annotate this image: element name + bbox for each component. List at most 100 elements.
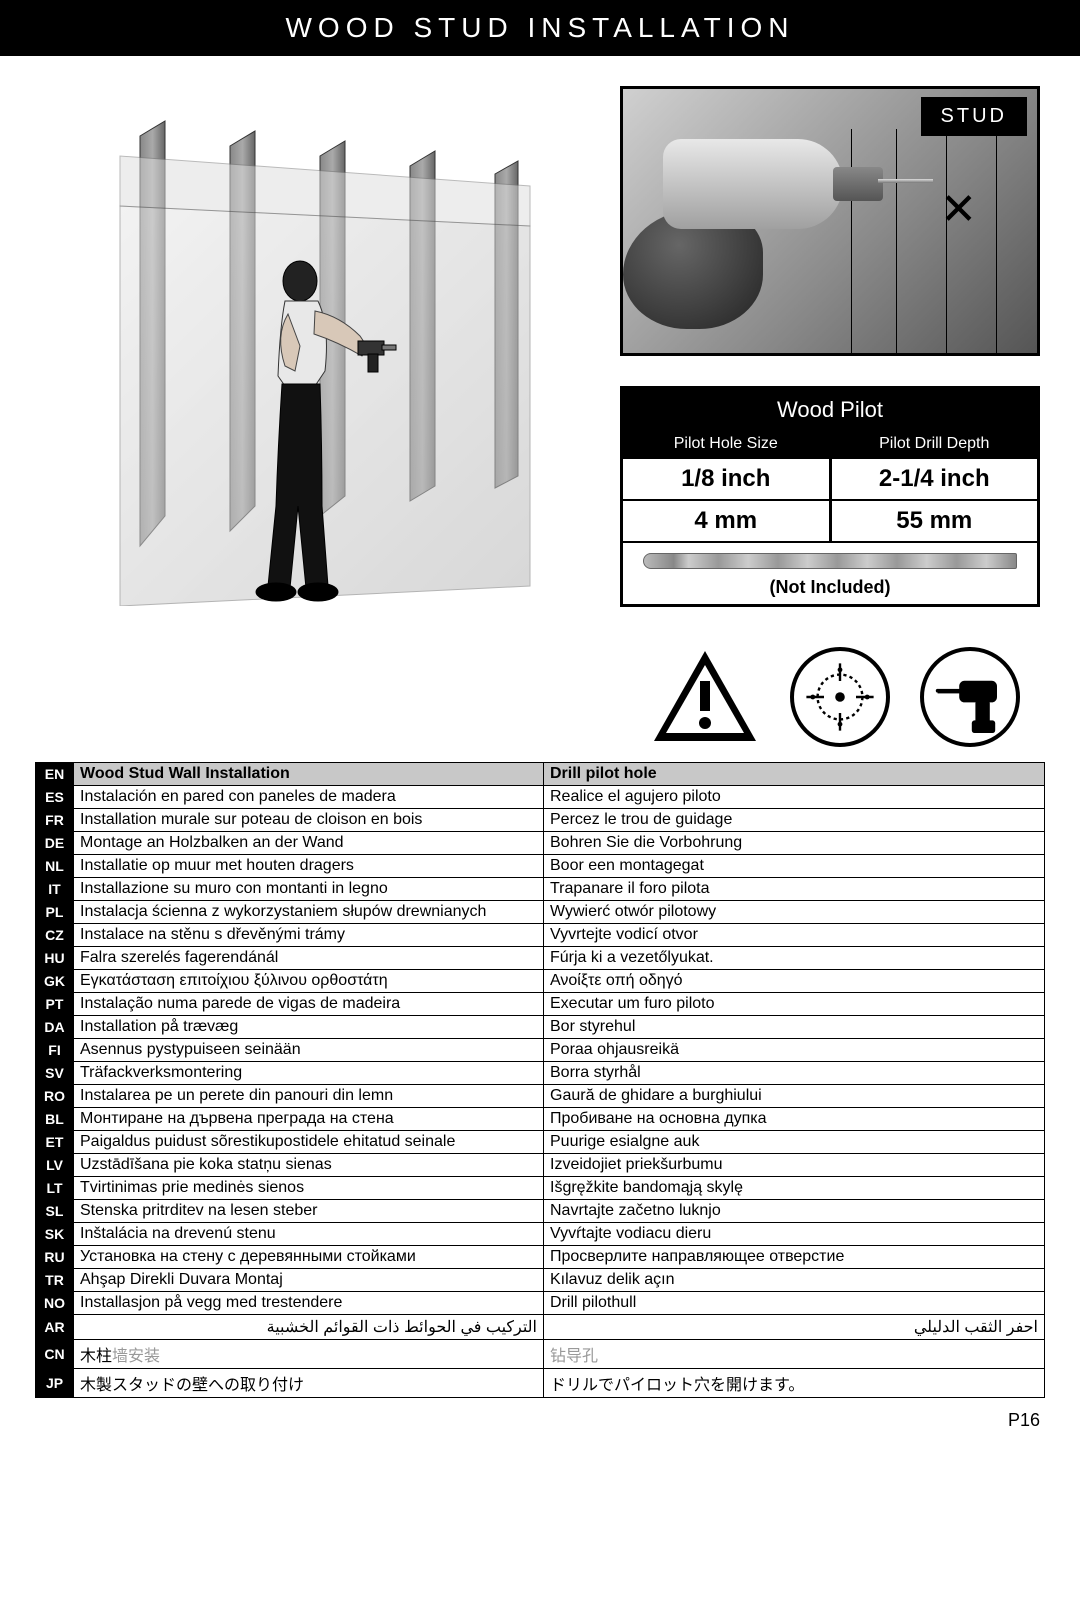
lang-install-text: Tvirtinimas prie medinės sienos xyxy=(74,1177,544,1200)
lang-code: ET xyxy=(36,1131,74,1154)
lang-install-text: Installasjon på vegg med trestendere xyxy=(74,1292,544,1315)
pilot-size-mm: 4 mm xyxy=(623,499,832,541)
lang-code: GK xyxy=(36,970,74,993)
x-mark-icon: ✕ xyxy=(940,184,977,235)
page-title-bar: WOOD STUD INSTALLATION xyxy=(0,0,1080,56)
lang-row-PL: PLInstalacja ścienna z wykorzystaniem sł… xyxy=(36,901,1045,924)
lang-drill-text: Wywierć otwór pilotowy xyxy=(544,901,1045,924)
lang-drill-text: Trapanare il foro pilota xyxy=(544,878,1045,901)
lang-row-BL: BLМонтиране на дървена преграда на стена… xyxy=(36,1108,1045,1131)
lang-row-ET: ETPaigaldus puidust sõrestikupostidele e… xyxy=(36,1131,1045,1154)
lang-drill-text: ドリルでパイロット穴を開けます。 xyxy=(544,1369,1045,1398)
lang-code: PL xyxy=(36,901,74,924)
not-included-label: (Not Included) xyxy=(643,577,1017,598)
lang-install-text: 木製スタッドの壁への取り付け xyxy=(74,1369,544,1398)
drill-illustration xyxy=(620,119,863,319)
lang-code: LT xyxy=(36,1177,74,1200)
stud-lines xyxy=(837,89,1037,353)
lang-drill-text: Bor styrehul xyxy=(544,1016,1045,1039)
lang-row-CN: CN木柱墙安装钻导孔 xyxy=(36,1340,1045,1369)
lang-row-NL: NLInstallatie op muur met houten dragers… xyxy=(36,855,1045,878)
lang-drill-text: Puurige esialgne auk xyxy=(544,1131,1045,1154)
lang-code: ES xyxy=(36,786,74,809)
right-column: STUD ✕ Wood Pilot Pilot Hole Size Pilot … xyxy=(620,86,1040,607)
lang-install-text: Instalación en pared con paneles de made… xyxy=(74,786,544,809)
lang-row-LV: LVUzstādīšana pie koka statņu sienasIzve… xyxy=(36,1154,1045,1177)
lang-drill-text: Išgręžkite bandomąją skylę xyxy=(544,1177,1045,1200)
lang-row-PT: PTInstalação numa parede de vigas de mad… xyxy=(36,993,1045,1016)
lang-row-RU: RUУстановка на стену с деревянными стойк… xyxy=(36,1246,1045,1269)
lang-drill-text: Fúrja ki a vezetőlyukat. xyxy=(544,947,1045,970)
pilot-table-headers: Pilot Hole Size Pilot Drill Depth xyxy=(623,431,1037,457)
lang-install-text: 木柱墙安装 xyxy=(74,1340,544,1369)
lang-code: DE xyxy=(36,832,74,855)
lang-drill-text: Просверлите направляющее отверстие xyxy=(544,1246,1045,1269)
lang-code: FR xyxy=(36,809,74,832)
lang-install-text: Träfackverksmontering xyxy=(74,1062,544,1085)
lang-install-text: Installation murale sur poteau de cloiso… xyxy=(74,809,544,832)
lang-install-text: Installation på trævæg xyxy=(74,1016,544,1039)
lang-drill-text: Пробиване на основна дупка xyxy=(544,1108,1045,1131)
pilot-table-title: Wood Pilot xyxy=(623,389,1037,431)
lang-install-text: Paigaldus puidust sõrestikupostidele ehi… xyxy=(74,1131,544,1154)
lang-row-GK: GKΕγκατάσταση επιτοίχιου ξύλινου ορθοστά… xyxy=(36,970,1045,993)
lang-code: NL xyxy=(36,855,74,878)
lang-install-text: Instalace na stěnu s dřevěnými trámy xyxy=(74,924,544,947)
lang-code: TR xyxy=(36,1269,74,1292)
lang-install-text: Uzstādīšana pie koka statņu sienas xyxy=(74,1154,544,1177)
lang-row-SK: SKInštalácia na drevenú stenuVyvŕtajte v… xyxy=(36,1223,1045,1246)
lang-row-SV: SVTräfackverksmonteringBorra styrhål xyxy=(36,1062,1045,1085)
lang-install-text: Falra szerelés fagerendánál xyxy=(74,947,544,970)
warning-icon xyxy=(650,647,760,747)
lang-row-NO: NOInstallasjon på vegg med trestendereDr… xyxy=(36,1292,1045,1315)
lang-row-DA: DAInstallation på trævægBor styrehul xyxy=(36,1016,1045,1039)
lang-install-text: Stenska pritrditev na lesen steber xyxy=(74,1200,544,1223)
lang-code: HU xyxy=(36,947,74,970)
lang-install-text: Installatie op muur met houten dragers xyxy=(74,855,544,878)
lang-code: IT xyxy=(36,878,74,901)
lang-code: SL xyxy=(36,1200,74,1223)
wall-illustration xyxy=(40,86,600,606)
lang-drill-text: Drill pilothull xyxy=(544,1292,1045,1315)
lang-code: RO xyxy=(36,1085,74,1108)
page-number: P16 xyxy=(0,1398,1080,1449)
lang-install-text: Wood Stud Wall Installation xyxy=(74,763,544,786)
pilot-depth-inch: 2-1/4 inch xyxy=(832,457,1038,499)
lang-install-text: التركيب في الحوائط ذات القوائم الخشبية xyxy=(74,1315,544,1340)
top-section: STUD ✕ Wood Pilot Pilot Hole Size Pilot … xyxy=(0,56,1080,627)
crosshair-icon xyxy=(790,647,890,747)
lang-install-text: Монтиране на дървена преграда на стена xyxy=(74,1108,544,1131)
lang-code: JP xyxy=(36,1369,74,1398)
lang-row-RO: ROInstalarea pe un perete din panouri di… xyxy=(36,1085,1045,1108)
lang-drill-text: Gaură de ghidare a burghiului xyxy=(544,1085,1045,1108)
lang-drill-text: Poraa ohjausreikä xyxy=(544,1039,1045,1062)
lang-code: EN xyxy=(36,763,74,786)
lang-drill-text: Vyvrtejte vodicí otvor xyxy=(544,924,1045,947)
lang-code: SV xyxy=(36,1062,74,1085)
lang-row-JP: JP木製スタッドの壁への取り付けドリルでパイロット穴を開けます。 xyxy=(36,1369,1045,1398)
lang-code: PT xyxy=(36,993,74,1016)
lang-drill-text: Kılavuz delik açın xyxy=(544,1269,1045,1292)
lang-drill-text: Izveidojiet priekšurbumu xyxy=(544,1154,1045,1177)
lang-row-CZ: CZInstalace na stěnu s dřevěnými trámyVy… xyxy=(36,924,1045,947)
lang-row-LT: LTTvirtinimas prie medinės sienosIšgręžk… xyxy=(36,1177,1045,1200)
lang-row-FR: FRInstallation murale sur poteau de cloi… xyxy=(36,809,1045,832)
lang-drill-text: Borra styrhål xyxy=(544,1062,1045,1085)
pilot-table: Wood Pilot Pilot Hole Size Pilot Drill D… xyxy=(620,386,1040,607)
drill-photo: STUD ✕ xyxy=(620,86,1040,356)
drill-icon xyxy=(920,647,1020,747)
lang-install-text: Установка на стену с деревянными стойкам… xyxy=(74,1246,544,1269)
pilot-depth-mm: 55 mm xyxy=(832,499,1038,541)
lang-install-text: Montage an Holzbalken an der Wand xyxy=(74,832,544,855)
lang-code: NO xyxy=(36,1292,74,1315)
lang-install-text: Instalacja ścienna z wykorzystaniem słup… xyxy=(74,901,544,924)
lang-row-HU: HUFalra szerelés fagerendánálFúrja ki a … xyxy=(36,947,1045,970)
lang-row-TR: TRAhşap Direkli Duvara MontajKılavuz del… xyxy=(36,1269,1045,1292)
lang-install-text: Asennus pystypuiseen seinään xyxy=(74,1039,544,1062)
lang-drill-text: Vyvŕtajte vodiacu dieru xyxy=(544,1223,1045,1246)
drill-bit-row: (Not Included) xyxy=(623,541,1037,604)
lang-row-EN: ENWood Stud Wall InstallationDrill pilot… xyxy=(36,763,1045,786)
lang-row-ES: ESInstalación en pared con paneles de ma… xyxy=(36,786,1045,809)
pilot-header-size: Pilot Hole Size xyxy=(623,431,832,457)
lang-code: SK xyxy=(36,1223,74,1246)
